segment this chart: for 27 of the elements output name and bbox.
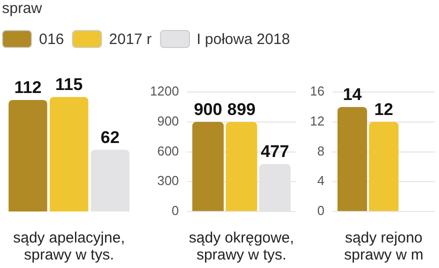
data-label: 12 xyxy=(374,100,394,120)
legend-label: 016 xyxy=(39,30,64,48)
y-tick-label: 0 xyxy=(317,203,324,218)
y-tick-label: 1200 xyxy=(150,84,179,99)
data-label: 115 xyxy=(55,75,83,94)
data-label: 14 xyxy=(342,85,362,104)
bar xyxy=(192,122,224,211)
legend-label: 2017 r xyxy=(109,30,152,48)
data-label: 477 xyxy=(260,142,290,162)
x-axis-title: sądy apelacyjne, sprawy w tys. xyxy=(13,229,125,264)
y-tick-label: 300 xyxy=(157,173,179,188)
data-label: 899 xyxy=(227,100,256,120)
data-label: 900 xyxy=(194,100,222,120)
bar xyxy=(226,122,258,211)
y-tick-label: 16 xyxy=(310,84,324,99)
legend-label: I połowa 2018 xyxy=(196,30,290,48)
y-tick-label: 8 xyxy=(317,143,324,158)
y-tick-label: 900 xyxy=(157,113,179,128)
data-label: 112 xyxy=(14,78,42,98)
y-tick-label: 4 xyxy=(317,173,324,188)
y-tick-label: 12 xyxy=(310,113,324,128)
chart-title: spraw xyxy=(2,0,42,17)
data-label: 62 xyxy=(100,128,120,147)
y-tick-label: 0 xyxy=(172,203,179,218)
x-axis-title: sądy okręgowe, sprawy w tys. xyxy=(188,229,294,264)
y-tick-label: 600 xyxy=(157,143,179,158)
x-axis-title: sądy rejono sprawy w m xyxy=(344,229,424,264)
